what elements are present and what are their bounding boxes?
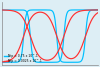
Legend: Ntp = 0.75 x 10^-1, Ntp = 0.0025 x 10^-1: Ntp = 0.75 x 10^-1, Ntp = 0.0025 x 10^-1 xyxy=(4,54,43,63)
